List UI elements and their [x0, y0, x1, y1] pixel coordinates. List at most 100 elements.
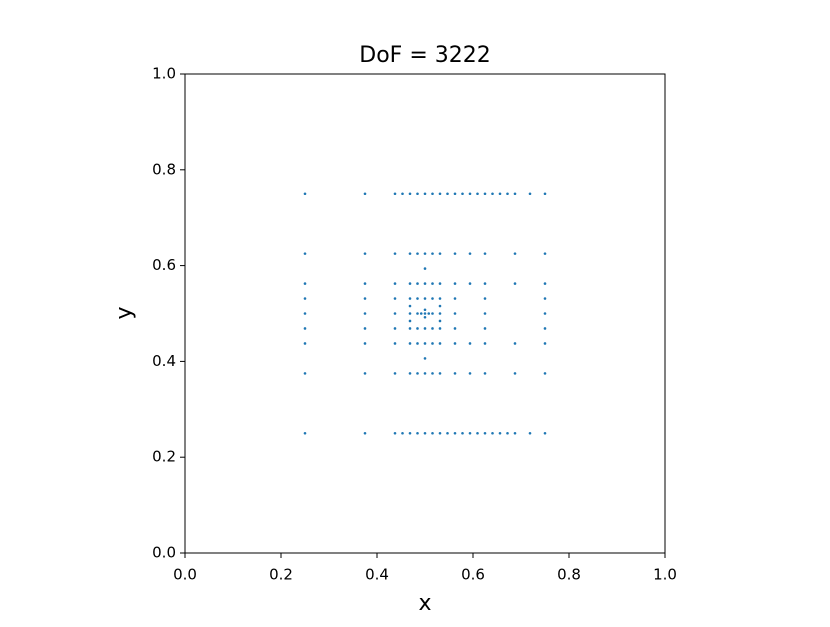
point [303, 327, 307, 330]
point [453, 192, 457, 196]
point [498, 431, 502, 435]
point [453, 431, 457, 435]
point [416, 297, 419, 300]
point [431, 431, 434, 435]
point [453, 342, 457, 345]
point [453, 252, 457, 255]
point [363, 327, 367, 330]
point [423, 327, 427, 330]
point [468, 431, 472, 435]
point [483, 282, 487, 285]
point [393, 312, 397, 315]
point [303, 282, 307, 285]
point [468, 372, 472, 375]
point [483, 312, 487, 315]
point [393, 252, 397, 255]
point [416, 372, 419, 375]
point [528, 192, 532, 196]
point [483, 252, 487, 255]
point [363, 312, 367, 315]
point [393, 372, 397, 375]
point [423, 308, 427, 312]
x-tick-label: 0.4 [365, 566, 389, 584]
point [423, 431, 427, 435]
point [491, 431, 494, 435]
point [408, 372, 412, 375]
point [543, 282, 547, 285]
point [423, 342, 427, 345]
point [408, 192, 412, 196]
point [401, 431, 404, 435]
point [423, 192, 427, 196]
point [408, 342, 412, 345]
point [506, 192, 509, 196]
chart-title: DoF = 3222 [359, 43, 490, 68]
point [363, 252, 367, 255]
y-tick-label: 0.6 [152, 256, 176, 274]
point [303, 372, 307, 375]
x-tick-label: 1.0 [653, 566, 677, 584]
point [543, 342, 547, 345]
y-tick-label: 0.0 [152, 544, 176, 562]
x-tick-label: 0.0 [173, 566, 197, 584]
point [438, 252, 442, 255]
point [468, 192, 472, 196]
point [431, 282, 434, 285]
point [303, 192, 307, 196]
point [513, 431, 517, 435]
point [513, 192, 517, 196]
point [408, 319, 412, 323]
point [423, 252, 427, 255]
point [468, 342, 472, 345]
point [423, 297, 427, 300]
point [431, 327, 434, 330]
point [363, 372, 367, 375]
point [431, 342, 434, 345]
point [427, 312, 431, 315]
point [438, 312, 442, 315]
point [483, 372, 487, 375]
point [423, 282, 427, 285]
point [543, 297, 547, 300]
point [453, 297, 457, 300]
point [438, 297, 442, 300]
point [498, 192, 502, 196]
point [483, 327, 487, 330]
point [543, 327, 547, 330]
point [528, 431, 532, 435]
point [438, 304, 442, 308]
point [438, 319, 442, 323]
point [483, 297, 487, 300]
point [483, 342, 487, 345]
point [491, 192, 494, 196]
point [423, 372, 427, 375]
point [363, 282, 367, 285]
point [423, 267, 427, 270]
point [416, 431, 419, 435]
point [363, 342, 367, 345]
point [446, 431, 449, 435]
point [408, 297, 412, 300]
point [408, 431, 412, 435]
point [393, 431, 397, 435]
point [513, 282, 517, 285]
point [476, 192, 479, 196]
point [423, 315, 427, 319]
point [408, 304, 412, 308]
point [453, 372, 457, 375]
point [438, 192, 442, 196]
point [423, 312, 427, 315]
point [416, 252, 419, 255]
point [513, 342, 517, 345]
point [431, 252, 434, 255]
point [453, 282, 457, 285]
point [393, 192, 397, 196]
point [416, 282, 419, 285]
point [468, 252, 472, 255]
point [423, 357, 427, 360]
point [393, 327, 397, 330]
point [431, 372, 434, 375]
y-tick-label: 0.8 [152, 160, 176, 178]
point [543, 252, 547, 255]
